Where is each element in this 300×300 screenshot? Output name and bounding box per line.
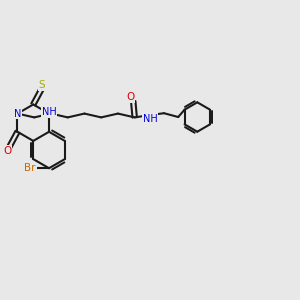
Text: Br: Br <box>25 163 36 173</box>
Text: N: N <box>14 109 22 118</box>
Text: S: S <box>39 80 45 90</box>
Text: NH: NH <box>143 114 158 124</box>
Text: NH: NH <box>42 107 56 117</box>
Text: O: O <box>126 92 134 102</box>
Text: O: O <box>4 146 12 156</box>
